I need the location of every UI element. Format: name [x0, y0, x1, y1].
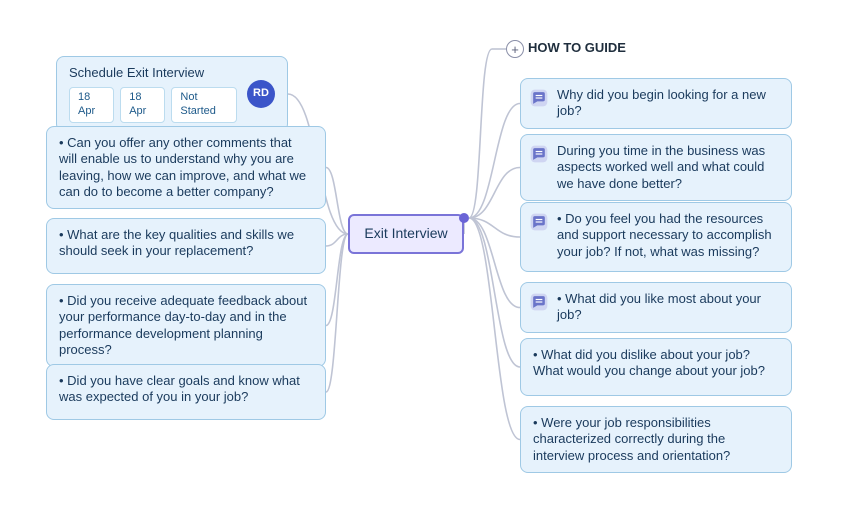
right-node[interactable]: Why did you begin looking for a new job?: [520, 78, 792, 129]
chip-row: 18 Apr18 AprNot Started: [69, 87, 237, 123]
right-node[interactable]: • What did you dislike about your job? W…: [520, 338, 792, 396]
chip[interactable]: 18 Apr: [120, 87, 165, 123]
avatar-initials: RD: [253, 87, 269, 101]
center-label: Exit Interview: [364, 225, 447, 243]
chip[interactable]: Not Started: [171, 87, 237, 123]
left-node[interactable]: • Can you offer any other comments that …: [46, 126, 326, 209]
how-to-guide-text: HOW TO GUIDE: [528, 40, 626, 55]
node-text: Why did you begin looking for a new job?: [557, 87, 779, 120]
left-node[interactable]: • Did you receive adequate feedback abou…: [46, 284, 326, 367]
node-text: • Can you offer any other comments that …: [59, 135, 313, 200]
node-text: • What did you dislike about your job? W…: [533, 347, 779, 380]
node-text: • Do you feel you had the resources and …: [557, 211, 779, 260]
note-icon: [529, 88, 549, 108]
note-icon: [529, 292, 549, 312]
avatar[interactable]: RD: [247, 80, 275, 108]
expand-button[interactable]: +: [506, 40, 524, 58]
note-icon: [529, 144, 549, 164]
chip[interactable]: 18 Apr: [69, 87, 114, 123]
left-node[interactable]: • Did you have clear goals and know what…: [46, 364, 326, 420]
right-node[interactable]: During you time in the business was aspe…: [520, 134, 792, 201]
node-text: • What did you like most about your job?: [557, 291, 779, 324]
center-node[interactable]: Exit Interview: [348, 214, 464, 254]
node-text: During you time in the business was aspe…: [557, 143, 779, 192]
right-node[interactable]: • What did you like most about your job?: [520, 282, 792, 333]
schedule-title: Schedule Exit Interview: [69, 65, 237, 81]
mindmap-stage: Exit Interview + HOW TO GUIDE Schedule E…: [0, 0, 846, 507]
left-node[interactable]: • What are the key qualities and skills …: [46, 218, 326, 274]
note-icon: [529, 212, 549, 232]
expand-glyph: +: [511, 42, 519, 57]
right-node[interactable]: • Were your job responsibilities charact…: [520, 406, 792, 473]
node-text: • Did you have clear goals and know what…: [59, 373, 313, 406]
node-text: • Did you receive adequate feedback abou…: [59, 293, 313, 358]
center-handle-dot[interactable]: [459, 213, 469, 223]
left-node[interactable]: Schedule Exit Interview 18 Apr18 AprNot …: [56, 56, 288, 132]
right-node[interactable]: • Do you feel you had the resources and …: [520, 202, 792, 272]
node-text: • Were your job responsibilities charact…: [533, 415, 779, 464]
how-to-guide-label[interactable]: HOW TO GUIDE: [528, 40, 626, 55]
node-text: • What are the key qualities and skills …: [59, 227, 313, 260]
